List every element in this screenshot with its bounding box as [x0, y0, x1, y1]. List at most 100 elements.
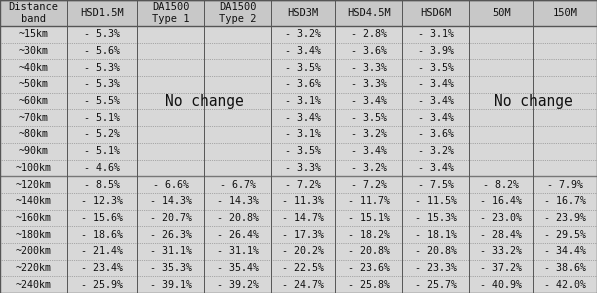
- Text: ~70km: ~70km: [19, 113, 48, 123]
- Text: - 15.3%: - 15.3%: [415, 213, 457, 223]
- Text: - 3.4%: - 3.4%: [350, 96, 387, 106]
- Text: - 3.4%: - 3.4%: [418, 96, 454, 106]
- Text: - 35.3%: - 35.3%: [150, 263, 192, 273]
- Text: - 14.3%: - 14.3%: [217, 196, 259, 206]
- Text: - 3.4%: - 3.4%: [418, 79, 454, 89]
- Text: - 7.5%: - 7.5%: [418, 180, 454, 190]
- Text: - 3.4%: - 3.4%: [350, 146, 387, 156]
- Text: ~220km: ~220km: [16, 263, 51, 273]
- Text: - 38.6%: - 38.6%: [544, 263, 586, 273]
- Text: ~160km: ~160km: [16, 213, 51, 223]
- Text: - 5.3%: - 5.3%: [84, 79, 120, 89]
- Text: ~180km: ~180km: [16, 230, 51, 240]
- Text: - 8.5%: - 8.5%: [84, 180, 120, 190]
- Text: - 6.6%: - 6.6%: [153, 180, 189, 190]
- Text: - 42.0%: - 42.0%: [544, 280, 586, 290]
- Text: ~100km: ~100km: [16, 163, 51, 173]
- Text: ~200km: ~200km: [16, 246, 51, 256]
- Text: - 12.3%: - 12.3%: [81, 196, 123, 206]
- Text: - 6.7%: - 6.7%: [220, 180, 256, 190]
- Text: 150M: 150M: [553, 8, 577, 18]
- Text: - 14.7%: - 14.7%: [282, 213, 324, 223]
- Text: - 5.3%: - 5.3%: [84, 63, 120, 73]
- Text: - 3.3%: - 3.3%: [285, 163, 321, 173]
- Text: - 40.9%: - 40.9%: [480, 280, 522, 290]
- Text: - 3.1%: - 3.1%: [285, 130, 321, 139]
- Text: - 15.6%: - 15.6%: [81, 213, 123, 223]
- Text: - 15.1%: - 15.1%: [347, 213, 390, 223]
- Text: - 16.7%: - 16.7%: [544, 196, 586, 206]
- Text: - 31.1%: - 31.1%: [217, 246, 259, 256]
- Text: - 2.8%: - 2.8%: [350, 29, 387, 39]
- Text: 50M: 50M: [492, 8, 510, 18]
- Text: - 25.7%: - 25.7%: [415, 280, 457, 290]
- Text: - 7.9%: - 7.9%: [547, 180, 583, 190]
- Text: - 3.6%: - 3.6%: [350, 46, 387, 56]
- Text: ~60km: ~60km: [19, 96, 48, 106]
- Text: ~30km: ~30km: [19, 46, 48, 56]
- Text: - 3.5%: - 3.5%: [285, 63, 321, 73]
- Text: ~240km: ~240km: [16, 280, 51, 290]
- Text: - 4.6%: - 4.6%: [84, 163, 120, 173]
- Text: - 24.7%: - 24.7%: [282, 280, 324, 290]
- Text: - 11.7%: - 11.7%: [347, 196, 390, 206]
- Text: - 3.9%: - 3.9%: [418, 46, 454, 56]
- Text: - 3.2%: - 3.2%: [350, 130, 387, 139]
- Text: - 33.2%: - 33.2%: [480, 246, 522, 256]
- Text: - 18.6%: - 18.6%: [81, 230, 123, 240]
- Text: - 14.3%: - 14.3%: [150, 196, 192, 206]
- Text: - 23.3%: - 23.3%: [415, 263, 457, 273]
- Text: ~15km: ~15km: [19, 29, 48, 39]
- Text: ~120km: ~120km: [16, 180, 51, 190]
- Text: HSD3M: HSD3M: [288, 8, 319, 18]
- Text: HSD6M: HSD6M: [420, 8, 451, 18]
- Text: - 3.3%: - 3.3%: [350, 79, 387, 89]
- Text: - 3.6%: - 3.6%: [418, 130, 454, 139]
- Text: - 23.6%: - 23.6%: [347, 263, 390, 273]
- Text: No change: No change: [165, 93, 244, 109]
- Text: - 7.2%: - 7.2%: [350, 180, 387, 190]
- Text: - 31.1%: - 31.1%: [150, 246, 192, 256]
- Text: ~140km: ~140km: [16, 196, 51, 206]
- Text: - 29.5%: - 29.5%: [544, 230, 586, 240]
- Text: DA1500
Type 1: DA1500 Type 1: [152, 2, 190, 24]
- Text: - 7.2%: - 7.2%: [285, 180, 321, 190]
- Text: - 20.8%: - 20.8%: [347, 246, 390, 256]
- Text: - 11.5%: - 11.5%: [415, 196, 457, 206]
- Text: HSD1.5M: HSD1.5M: [80, 8, 124, 18]
- Text: - 25.9%: - 25.9%: [81, 280, 123, 290]
- Text: Distance
band: Distance band: [8, 2, 59, 24]
- Text: - 3.2%: - 3.2%: [350, 163, 387, 173]
- Text: - 23.9%: - 23.9%: [544, 213, 586, 223]
- Bar: [0, 0, 597, 26]
- Text: - 3.3%: - 3.3%: [350, 63, 387, 73]
- Text: - 3.5%: - 3.5%: [418, 63, 454, 73]
- Text: - 5.1%: - 5.1%: [84, 146, 120, 156]
- Text: - 8.2%: - 8.2%: [483, 180, 519, 190]
- Text: ~80km: ~80km: [19, 130, 48, 139]
- Text: - 3.4%: - 3.4%: [285, 46, 321, 56]
- Text: - 39.2%: - 39.2%: [217, 280, 259, 290]
- Text: - 5.2%: - 5.2%: [84, 130, 120, 139]
- Text: - 5.3%: - 5.3%: [84, 29, 120, 39]
- Text: - 3.6%: - 3.6%: [285, 79, 321, 89]
- Text: - 34.4%: - 34.4%: [544, 246, 586, 256]
- Text: ~40km: ~40km: [19, 63, 48, 73]
- Text: - 16.4%: - 16.4%: [480, 196, 522, 206]
- Text: - 3.2%: - 3.2%: [285, 29, 321, 39]
- Text: - 3.2%: - 3.2%: [418, 146, 454, 156]
- Text: - 22.5%: - 22.5%: [282, 263, 324, 273]
- Text: - 21.4%: - 21.4%: [81, 246, 123, 256]
- Text: - 28.4%: - 28.4%: [480, 230, 522, 240]
- Text: DA1500
Type 2: DA1500 Type 2: [219, 2, 257, 24]
- Text: - 23.0%: - 23.0%: [480, 213, 522, 223]
- Text: HSD4.5M: HSD4.5M: [347, 8, 390, 18]
- Text: - 3.5%: - 3.5%: [350, 113, 387, 123]
- Text: - 5.5%: - 5.5%: [84, 96, 120, 106]
- Text: No change: No change: [494, 93, 573, 109]
- Text: - 18.2%: - 18.2%: [347, 230, 390, 240]
- Text: - 5.1%: - 5.1%: [84, 113, 120, 123]
- Text: - 26.3%: - 26.3%: [150, 230, 192, 240]
- Text: ~90km: ~90km: [19, 146, 48, 156]
- Text: - 35.4%: - 35.4%: [217, 263, 259, 273]
